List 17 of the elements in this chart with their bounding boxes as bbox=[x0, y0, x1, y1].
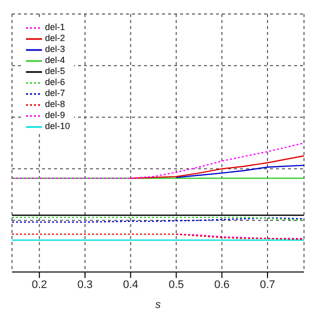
legend-label: del-5 bbox=[45, 66, 66, 77]
x-tick-label: 0.3 bbox=[77, 278, 93, 291]
x-axis-title: s bbox=[155, 299, 162, 311]
legend-label: del-8 bbox=[45, 99, 66, 110]
x-tick-label: 0.4 bbox=[122, 278, 138, 291]
legend-label: del-3 bbox=[45, 44, 66, 55]
legend-label: del-4 bbox=[45, 55, 66, 66]
legend-label: del-7 bbox=[45, 88, 66, 99]
legend-label: del-1 bbox=[45, 22, 66, 33]
legend-label: del-9 bbox=[45, 110, 66, 121]
x-tick-label: 0.5 bbox=[168, 278, 184, 291]
legend-label: del-2 bbox=[45, 33, 66, 44]
x-tick-label: 0.7 bbox=[260, 278, 276, 291]
x-tick-label: 0.6 bbox=[214, 278, 230, 291]
legend-label: del-6 bbox=[45, 77, 66, 88]
legend-label: del-10 bbox=[45, 121, 70, 132]
x-tick-label: 0.2 bbox=[32, 278, 48, 291]
